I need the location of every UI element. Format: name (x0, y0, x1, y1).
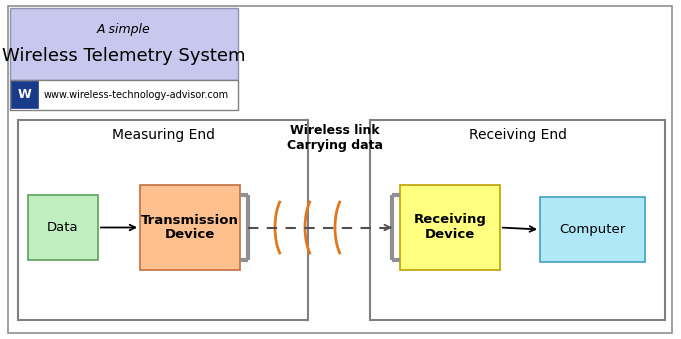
Text: www.wireless-technology-advisor.com: www.wireless-technology-advisor.com (44, 90, 229, 100)
Bar (400, 185, 500, 270)
Text: Computer: Computer (559, 223, 626, 236)
Text: Measuring End: Measuring End (112, 128, 215, 142)
Text: W: W (18, 88, 32, 101)
Text: Receiving End: Receiving End (469, 128, 567, 142)
Bar (10, 80, 238, 110)
Bar (28, 195, 98, 260)
Bar (140, 185, 240, 270)
Bar (12, 82, 38, 108)
Bar (18, 120, 308, 320)
Text: Wireless link
Carrying data: Wireless link Carrying data (287, 124, 383, 152)
Bar (10, 8, 238, 80)
Text: A simple: A simple (97, 23, 151, 37)
Bar (370, 120, 665, 320)
Bar (540, 197, 645, 262)
Text: Transmission
Device: Transmission Device (141, 214, 239, 241)
Text: Data: Data (47, 221, 79, 234)
Text: Receiving
Device: Receiving Device (413, 214, 486, 241)
Text: Wireless Telemetry System: Wireless Telemetry System (2, 47, 246, 65)
